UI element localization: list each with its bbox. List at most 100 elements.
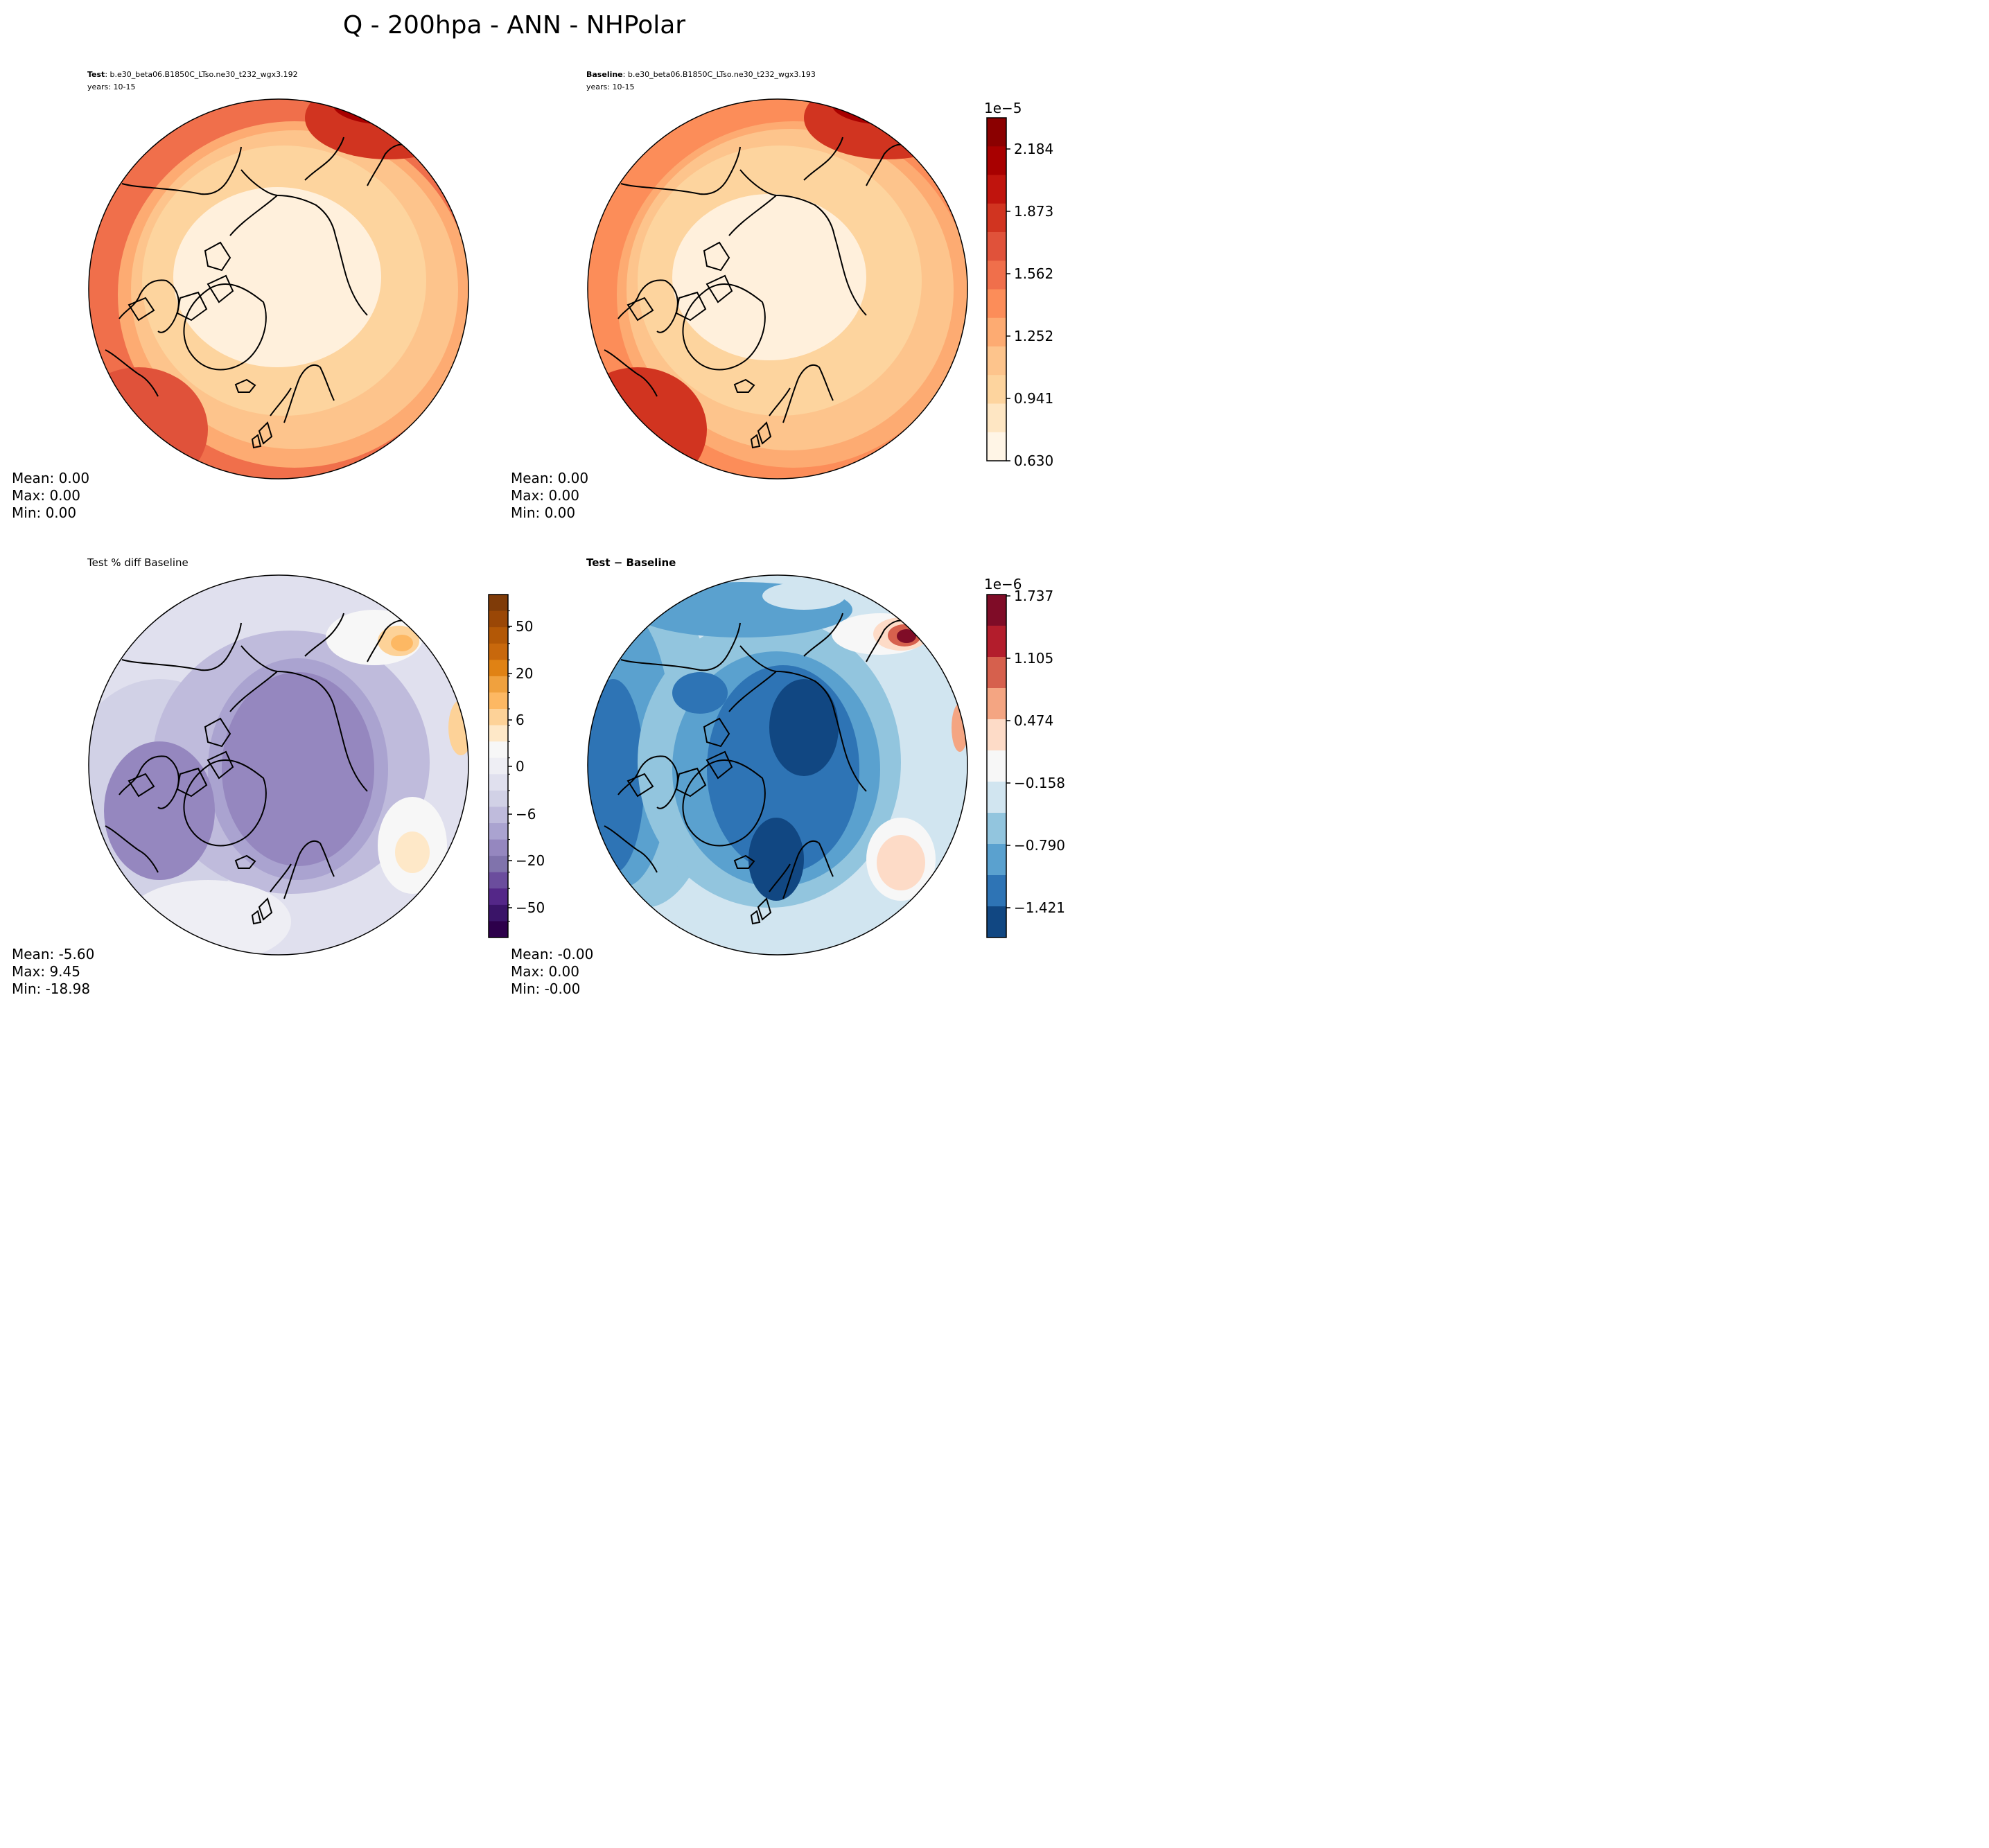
colorbar-pct-diff-cell <box>489 725 508 742</box>
colorbar-abs-diff-cell <box>987 719 1006 751</box>
colorbar-pct-diff-tick-label: 50 <box>516 618 533 635</box>
panel-pct-diff-mean: Mean: -5.60 <box>12 946 94 962</box>
colorbar-abs-diff-tick-label: 1.105 <box>1014 650 1053 667</box>
panel-baseline: Baseline: b.e30_beta06.B1850C_LTso.ne30_… <box>511 70 968 521</box>
colorbar-full-field-tick-label: 1.562 <box>1014 265 1053 282</box>
colorbar-full-field-cell <box>987 232 1006 261</box>
colorbar-full-field-cell <box>987 203 1006 233</box>
panel-baseline-max: Max: 0.00 <box>511 487 579 504</box>
colorbar-abs-diff-tick-label: 1.737 <box>1014 588 1053 604</box>
panel-abs-diff-title: Test − Baseline <box>586 556 676 569</box>
colorbar-abs-diff: 1e−6 1.737 1.105 0.474 −0.158 −0.790 −1.421 <box>984 576 1065 938</box>
colorbar-abs-diff-tick-label: −0.790 <box>1014 837 1065 854</box>
panel-test: Test: b.e30_beta06.B1850C_LTso.ne30_t232… <box>12 70 469 521</box>
colorbar-full-field-tick-label: 1.873 <box>1014 203 1053 220</box>
colorbar-pct-diff-cell <box>489 872 508 889</box>
colorbar-pct-diff-cell <box>489 790 508 807</box>
colorbar-abs-diff-cell <box>987 782 1006 813</box>
panel-pct-diff-min: Min: -18.98 <box>12 980 90 997</box>
colorbar-abs-diff-tick-label: −0.158 <box>1014 775 1065 791</box>
colorbar-full-field-cell <box>987 346 1006 376</box>
colorbar-pct-diff-cell <box>489 595 508 612</box>
figure: Q - 200hpa - ANN - NHPolar Test: b.e30_b… <box>12 11 1065 997</box>
colorbar-pct-diff-cell <box>489 921 508 938</box>
panel-abs-diff-max: Max: 0.00 <box>511 963 579 980</box>
colorbar-full-field-cell <box>987 375 1006 404</box>
colorbar-full-field-cell <box>987 261 1006 290</box>
colorbar-full-field: 1e−5 0.630 0.941 1.252 1.562 1.873 2.184 <box>984 100 1053 469</box>
colorbar-pct-diff: 50 20 6 0 −6 −20 −50 <box>488 594 545 938</box>
panel-baseline-subtitle: years: 10-15 <box>586 82 634 91</box>
colorbar-pct-diff-tick-label: 6 <box>516 712 525 728</box>
panel-baseline-map <box>588 99 967 479</box>
colorbar-full-field-exponent: 1e−5 <box>984 100 1022 116</box>
panel-baseline-mean: Mean: 0.00 <box>511 470 588 486</box>
colorbar-full-field-cell <box>987 146 1006 175</box>
colorbar-pct-diff-cell <box>489 856 508 873</box>
colorbar-abs-diff-tick-label: 0.474 <box>1014 712 1053 729</box>
colorbar-pct-diff-cell <box>489 807 508 824</box>
colorbar-full-field-tick-label: 0.941 <box>1014 390 1053 407</box>
colorbar-abs-diff-exponent: 1e−6 <box>984 576 1022 592</box>
colorbar-pct-diff-tick-label: −50 <box>516 899 545 916</box>
colorbar-pct-diff-cell <box>489 660 508 677</box>
panel-baseline-min: Min: 0.00 <box>511 504 575 521</box>
panel-test-subtitle: years: 10-15 <box>87 82 135 91</box>
panel-baseline-title-rest: : b.e30_beta06.B1850C_LTso.ne30_t232_wgx… <box>623 70 816 79</box>
colorbar-pct-diff-tick-label: 20 <box>516 665 533 682</box>
colorbar-full-field-cell <box>987 175 1006 204</box>
panel-pct-diff: Test % diff Baseline Mean: -5.60 Max: 9.… <box>12 556 469 997</box>
panel-abs-diff-min: Min: -0.00 <box>511 980 580 997</box>
colorbar-full-field-tick-label: 0.630 <box>1014 452 1053 469</box>
panel-pct-diff-max: Max: 9.45 <box>12 963 80 980</box>
colorbar-pct-diff-cell <box>489 692 508 710</box>
colorbar-pct-diff-cell <box>489 823 508 841</box>
colorbar-pct-diff-cell <box>489 676 508 693</box>
colorbar-abs-diff-cell <box>987 626 1006 658</box>
colorbar-pct-diff-cell <box>489 643 508 660</box>
colorbar-pct-diff-cell <box>489 627 508 644</box>
colorbar-full-field-cell <box>987 432 1006 461</box>
figure-title: Q - 200hpa - ANN - NHPolar <box>343 11 685 39</box>
colorbar-pct-diff-cell <box>489 839 508 856</box>
colorbar-pct-diff-cell <box>489 888 508 906</box>
panel-pct-diff-title: Test % diff Baseline <box>87 556 189 569</box>
colorbar-full-field-tick-label: 1.252 <box>1014 328 1053 344</box>
colorbar-pct-diff-tick-label: −20 <box>516 852 545 869</box>
panel-abs-diff-map <box>588 575 967 955</box>
colorbar-abs-diff-cell <box>987 906 1006 938</box>
colorbar-full-field-cell <box>987 289 1006 319</box>
panel-pct-diff-map <box>89 575 468 955</box>
colorbar-abs-diff-cell <box>987 595 1006 626</box>
colorbar-pct-diff-cell <box>489 741 508 759</box>
colorbar-abs-diff-cell <box>987 875 1006 907</box>
colorbar-abs-diff-tick-label: −1.421 <box>1014 899 1065 916</box>
panel-test-title-rest: : b.e30_beta06.B1850C_LTso.ne30_t232_wgx… <box>105 70 297 79</box>
colorbar-abs-diff-cell <box>987 813 1006 845</box>
panel-test-mean: Mean: 0.00 <box>12 470 89 486</box>
panel-test-map <box>89 99 468 479</box>
panel-test-min: Min: 0.00 <box>12 504 76 521</box>
panel-test-title: Test: b.e30_beta06.B1850C_LTso.ne30_t232… <box>87 70 298 79</box>
colorbar-abs-diff-cell <box>987 750 1006 782</box>
colorbar-full-field-cell <box>987 403 1006 433</box>
colorbar-abs-diff-cell <box>987 688 1006 720</box>
colorbar-pct-diff-cell <box>489 709 508 726</box>
colorbar-pct-diff-tick-label: 0 <box>516 758 525 775</box>
colorbar-pct-diff-cell <box>489 904 508 922</box>
colorbar-pct-diff-tick-label: −6 <box>516 806 536 822</box>
colorbar-pct-diff-cell <box>489 757 508 775</box>
colorbar-full-field-tick-label: 2.184 <box>1014 141 1053 157</box>
colorbar-pct-diff-cell <box>489 610 508 628</box>
panel-abs-diff-mean: Mean: -0.00 <box>511 946 593 962</box>
colorbar-abs-diff-cell <box>987 657 1006 689</box>
colorbar-full-field-cell <box>987 118 1006 147</box>
colorbar-abs-diff-cell <box>987 844 1006 876</box>
panel-test-max: Max: 0.00 <box>12 487 80 504</box>
colorbar-pct-diff-cell <box>489 774 508 791</box>
panel-abs-diff: Test − Baseline Mean: -0.00 Max: 0.0 <box>511 556 968 997</box>
colorbar-full-field-cell <box>987 317 1006 347</box>
panel-baseline-title: Baseline: b.e30_beta06.B1850C_LTso.ne30_… <box>586 70 816 79</box>
panel-baseline-title-bold: Baseline <box>586 70 623 79</box>
panel-test-title-bold: Test <box>87 70 105 79</box>
